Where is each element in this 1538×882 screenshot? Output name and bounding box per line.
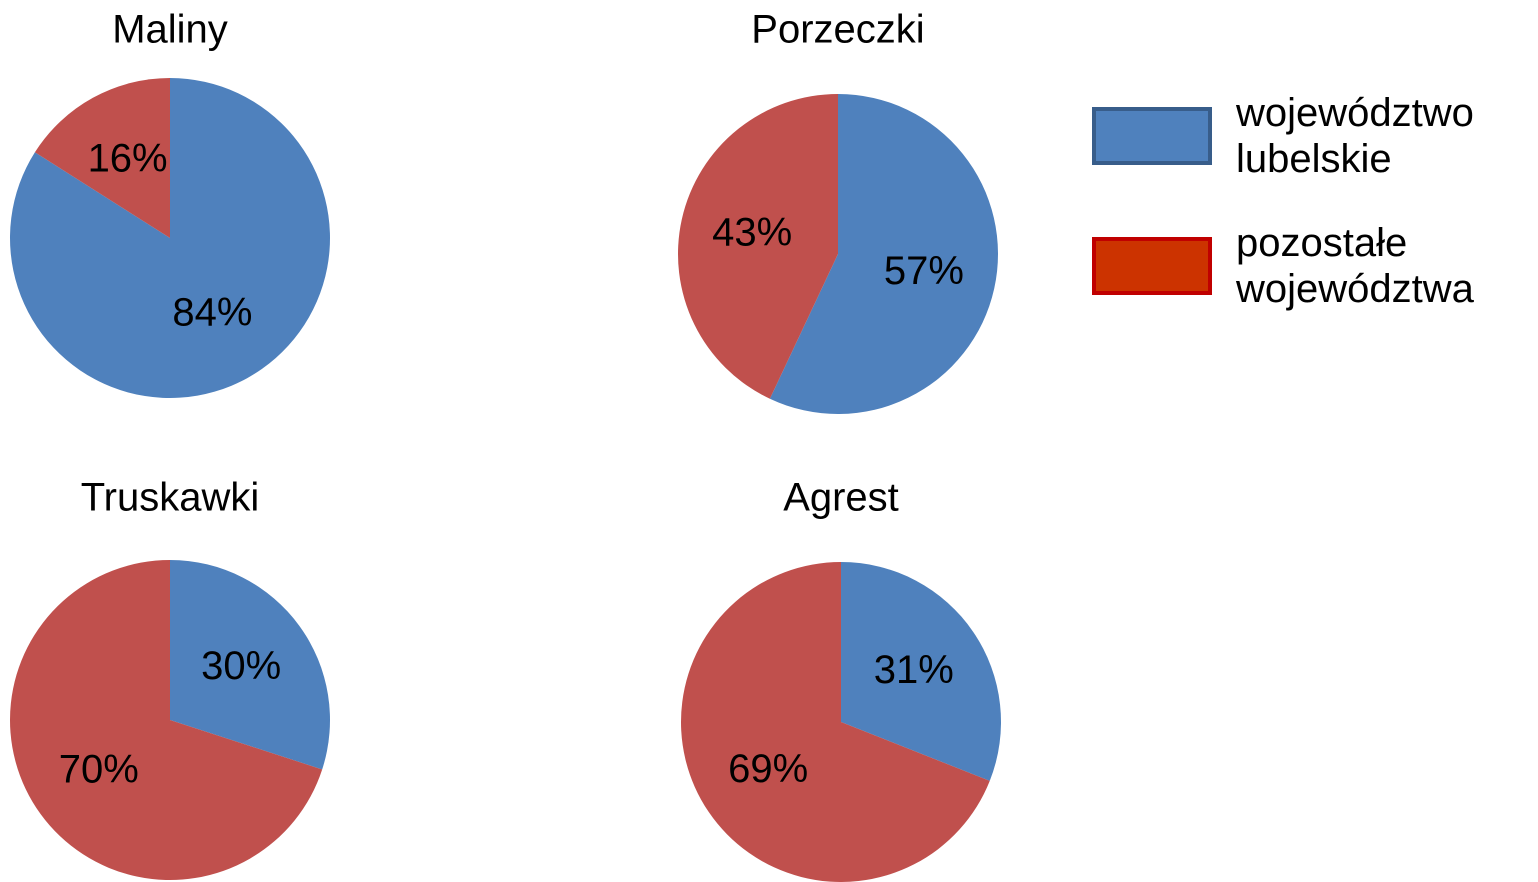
legend-label: pozostałe województwa bbox=[1236, 221, 1474, 311]
data-label: 69% bbox=[728, 747, 808, 791]
pie-slice bbox=[170, 560, 330, 770]
pie-slice bbox=[841, 562, 1001, 781]
pie-slice bbox=[678, 94, 838, 399]
chart-title: Agrest bbox=[783, 476, 899, 520]
data-label: 16% bbox=[88, 136, 168, 180]
legend-entry: województwo lubelskie bbox=[1092, 90, 1532, 182]
legend: województwo lubelskie pozostałe województ… bbox=[1092, 90, 1532, 350]
pie-slice bbox=[9, 560, 323, 881]
data-label: 57% bbox=[884, 249, 964, 293]
legend-swatch bbox=[1092, 237, 1212, 295]
chart-title: Truskawki bbox=[81, 476, 260, 520]
pie-slice bbox=[681, 562, 990, 882]
data-label: 43% bbox=[712, 210, 792, 254]
pie-slice bbox=[34, 78, 170, 238]
data-label: 84% bbox=[172, 291, 252, 335]
pie-slice bbox=[769, 94, 998, 415]
legend-swatch bbox=[1092, 107, 1212, 165]
chart-title: Maliny bbox=[112, 8, 228, 52]
data-label: 31% bbox=[874, 648, 954, 692]
data-label: 70% bbox=[59, 747, 139, 791]
chart-title: Porzeczki bbox=[751, 8, 924, 52]
legend-entry: pozostałe województwa bbox=[1092, 220, 1532, 312]
legend-label: województwo lubelskie bbox=[1236, 91, 1474, 181]
data-label: 30% bbox=[201, 644, 281, 688]
